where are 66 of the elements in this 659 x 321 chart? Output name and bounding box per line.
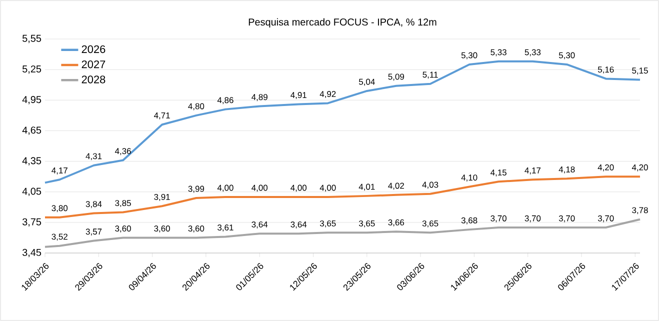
data-label: 3,78 — [632, 207, 648, 214]
legend-label: 2026 — [82, 45, 106, 54]
data-label: 4,17 — [52, 168, 68, 174]
data-label: 5,30 — [461, 52, 478, 60]
data-label: 3,84 — [86, 201, 102, 208]
data-label: 3,64 — [252, 221, 268, 228]
data-label: 3,70 — [598, 215, 614, 222]
data-label: 4,03 — [422, 182, 438, 189]
data-label: 4,00 — [252, 184, 268, 192]
data-label: 5,33 — [524, 49, 541, 56]
data-label: 5,30 — [558, 52, 575, 60]
data-label: 5,09 — [388, 74, 404, 81]
data-label: 3,66 — [388, 219, 404, 226]
data-label: 4,89 — [252, 94, 268, 102]
data-label: 3,60 — [188, 226, 204, 233]
y-tick-label: 3,75 — [22, 218, 42, 227]
data-label: 4,36 — [114, 148, 131, 156]
chart-title: Pesquisa mercado FOCUS - IPCA, % 12m — [248, 18, 436, 28]
data-label: 4,92 — [320, 91, 336, 98]
data-label: 3,65 — [422, 220, 438, 228]
data-label: 4,17 — [524, 168, 541, 174]
data-label: 5,33 — [490, 49, 506, 56]
data-label: 3,99 — [188, 186, 204, 193]
y-tick-label: 4,35 — [22, 157, 42, 166]
y-tick-label: 5,55 — [22, 34, 42, 44]
data-label: 4,80 — [188, 103, 204, 110]
data-label: 3,85 — [115, 200, 131, 208]
data-label: 4,20 — [598, 164, 614, 172]
data-label: 3,60 — [154, 226, 170, 233]
data-label: 4,31 — [86, 153, 102, 160]
data-label: 3,61 — [218, 224, 234, 232]
data-label: 5,11 — [422, 72, 438, 79]
data-label: 4,01 — [358, 184, 375, 191]
data-label: 3,64 — [290, 221, 307, 228]
data-label: 4,02 — [388, 182, 404, 190]
data-label: 3,52 — [52, 234, 68, 241]
legend-label: 2028 — [82, 76, 106, 84]
y-tick-label: 3,45 — [22, 248, 42, 258]
data-label: 5,16 — [598, 66, 614, 74]
data-label: 4,20 — [632, 164, 648, 172]
y-tick-label: 4,65 — [22, 126, 42, 135]
data-label: 4,00 — [290, 184, 307, 192]
data-label: 4,18 — [558, 166, 575, 174]
data-label: 3,65 — [358, 220, 375, 228]
data-label: 3,70 — [558, 215, 575, 222]
data-label: 3,57 — [86, 228, 102, 236]
legend-label: 2027 — [82, 60, 106, 68]
data-label: 4,71 — [154, 112, 170, 120]
data-label: 3,80 — [52, 205, 68, 212]
data-label: 4,10 — [461, 174, 478, 182]
data-label: 3,91 — [154, 194, 170, 201]
data-label: 3,70 — [490, 215, 506, 222]
data-label: 4,00 — [217, 184, 234, 192]
y-tick-label: 4,95 — [22, 96, 42, 104]
data-label: 4,00 — [320, 184, 336, 192]
data-label: 3,60 — [115, 226, 131, 233]
data-label: 5,04 — [358, 78, 375, 86]
y-tick-label: 5,25 — [22, 65, 42, 74]
data-label: 4,86 — [217, 97, 234, 104]
y-tick-label: 4,05 — [22, 188, 42, 196]
data-label: 4,91 — [290, 92, 306, 100]
data-label: 4,15 — [490, 170, 506, 176]
data-label: 3,70 — [524, 215, 541, 222]
data-label: 3,68 — [461, 217, 478, 224]
data-label: 3,65 — [320, 220, 336, 228]
data-label: 5,15 — [632, 68, 648, 75]
